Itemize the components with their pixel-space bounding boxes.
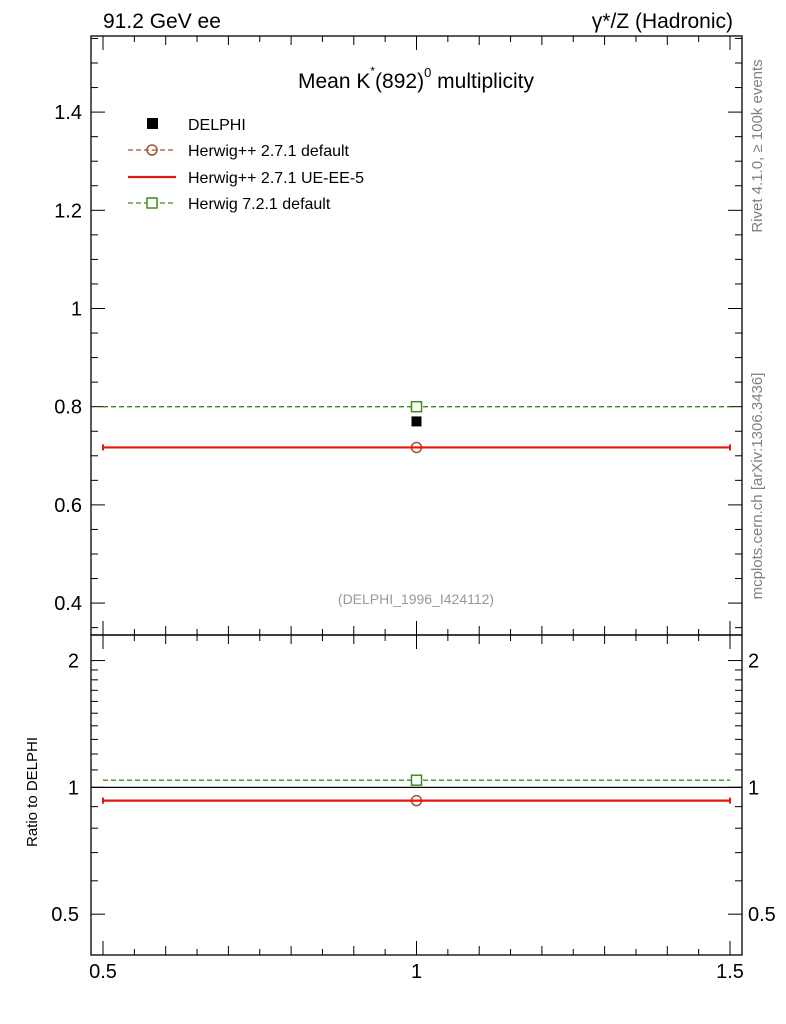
- ratio-y-tick-label: 1: [68, 777, 79, 799]
- main-panel: 0.4 0.6 0.8 1 1.2 1.4 Mean K*(892)0 multiplic…: [54, 35, 743, 636]
- legend-delphi-marker: [147, 118, 158, 129]
- ratio-y-axis-label: Ratio to DELPHI: [24, 737, 41, 847]
- title-mid: (892): [375, 70, 424, 93]
- title-tail: multiplicity: [431, 70, 534, 93]
- title-base: Mean K: [298, 70, 370, 93]
- title-sup-zero: 0: [424, 65, 431, 80]
- ratio-y-tick-label-right: 0.5: [748, 904, 776, 926]
- ratio-panel: 0.5 0.5 1 1 2 2 Ratio to DELPHI: [24, 634, 776, 956]
- main-y-tick-label: 0.8: [54, 397, 82, 419]
- legend-herwig7-marker: [146, 197, 158, 209]
- main-ticks: [91, 36, 742, 635]
- main-y-tick-labels: 0.4 0.6 0.8 1 1.2 1.4: [54, 102, 82, 615]
- delphi-data-point: [411, 416, 422, 427]
- x-tick-labels: 0.5 1 1.5: [89, 961, 744, 983]
- legend: DELPHI Herwig++ 2.7.1 default Herwig++ 2…: [128, 117, 364, 213]
- rivet-label: Rivet 4.1.0, ≥ 100k events: [749, 59, 766, 232]
- ratio-y-tick-label: 0.5: [51, 904, 79, 926]
- legend-herwig-default-label: Herwig++ 2.7.1 default: [188, 143, 350, 160]
- chart-title: Mean K*(892)0 multiplicity: [298, 64, 534, 93]
- main-y-tick-label: 1.2: [54, 200, 82, 222]
- ratio-data-marks: [91, 774, 742, 807]
- mcplots-label: mcplots.cern.ch [arXiv:1306.3436]: [749, 373, 766, 600]
- ratio-y-tick-label: 2: [68, 651, 79, 673]
- main-y-tick-label: 1: [71, 298, 82, 320]
- x-tick-label: 0.5: [89, 961, 117, 983]
- x-tick-label: 1: [411, 961, 422, 983]
- analysis-label: (DELPHI_1996_I424112): [338, 591, 494, 607]
- ratio-y-tick-label-right: 1: [748, 777, 759, 799]
- ratio-y-tick-label-right: 2: [748, 651, 759, 673]
- mc-point-square: [410, 400, 423, 413]
- main-data-marks: [102, 400, 731, 454]
- legend-herwig7-label: Herwig 7.2.1 default: [188, 196, 331, 213]
- x-tick-label: 1.5: [716, 961, 744, 983]
- main-y-tick-label: 0.4: [54, 593, 82, 615]
- ratio-point-square: [410, 774, 423, 786]
- main-y-tick-label: 0.6: [54, 495, 82, 517]
- ratio-y-tick-labels: 0.5 0.5 1 1 2 2: [51, 651, 776, 927]
- main-y-tick-label: 1.4: [54, 102, 82, 124]
- process-label: γ*/Z (Hadronic): [592, 10, 733, 33]
- legend-delphi-label: DELPHI: [188, 117, 246, 134]
- title-sup-star: *: [370, 64, 375, 78]
- legend-herwig-ueee5-label: Herwig++ 2.7.1 UE-EE-5: [188, 170, 364, 187]
- energy-label: 91.2 GeV ee: [103, 10, 221, 33]
- legend-herwig-default-marker: [146, 144, 158, 156]
